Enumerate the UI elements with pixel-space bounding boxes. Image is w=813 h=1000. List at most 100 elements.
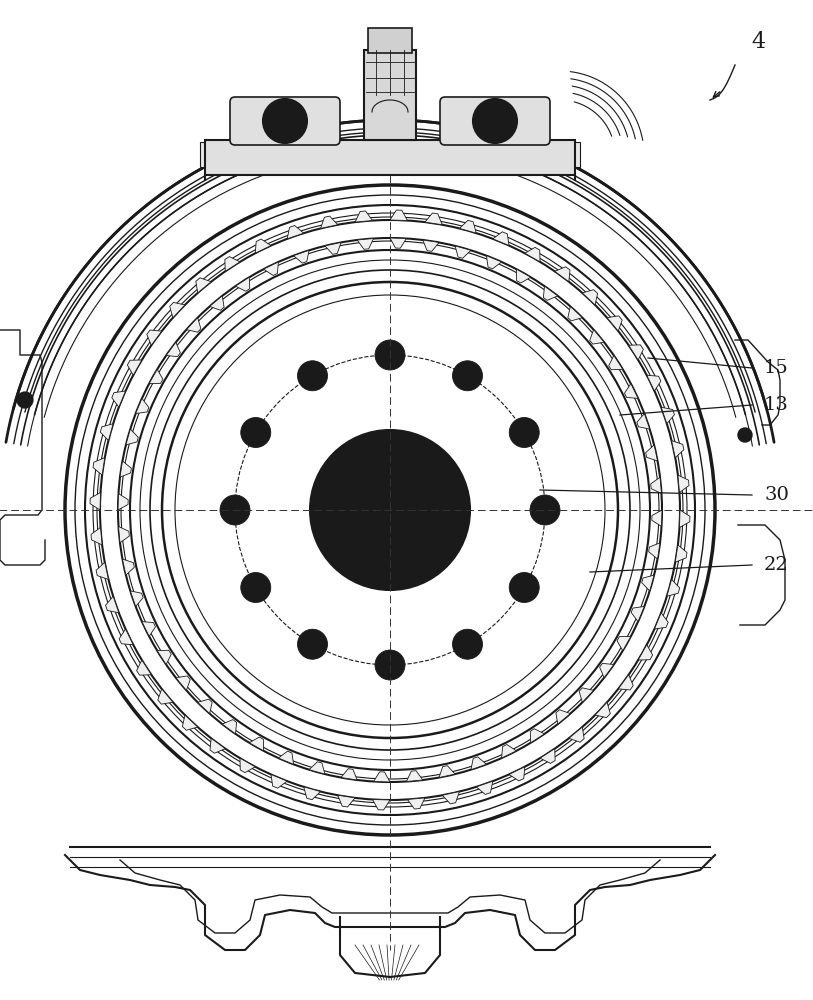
Circle shape <box>263 99 307 143</box>
Polygon shape <box>637 414 650 429</box>
Polygon shape <box>255 239 271 253</box>
Polygon shape <box>543 286 558 300</box>
Bar <box>550 142 580 167</box>
Polygon shape <box>198 699 212 714</box>
Polygon shape <box>355 211 372 222</box>
Polygon shape <box>641 575 654 591</box>
Polygon shape <box>476 781 493 794</box>
Circle shape <box>310 430 470 590</box>
Polygon shape <box>222 720 237 734</box>
Polygon shape <box>130 591 143 606</box>
Polygon shape <box>182 715 198 730</box>
Polygon shape <box>158 689 173 704</box>
Polygon shape <box>118 494 128 510</box>
Polygon shape <box>136 398 149 414</box>
Polygon shape <box>119 629 133 645</box>
Polygon shape <box>309 762 325 774</box>
Polygon shape <box>618 675 633 690</box>
Polygon shape <box>112 391 125 407</box>
Polygon shape <box>678 475 689 492</box>
Bar <box>364 50 416 140</box>
Polygon shape <box>595 702 611 718</box>
Circle shape <box>298 361 328 391</box>
FancyBboxPatch shape <box>205 140 575 175</box>
Polygon shape <box>176 676 190 690</box>
Bar <box>368 28 412 53</box>
Polygon shape <box>554 267 570 282</box>
Polygon shape <box>579 688 593 702</box>
Polygon shape <box>516 269 531 283</box>
Polygon shape <box>652 510 662 526</box>
Polygon shape <box>471 757 486 770</box>
Polygon shape <box>628 345 643 360</box>
Polygon shape <box>196 278 211 293</box>
Polygon shape <box>493 232 509 246</box>
Polygon shape <box>556 710 571 724</box>
Circle shape <box>220 495 250 525</box>
Polygon shape <box>509 767 524 781</box>
Text: 15: 15 <box>764 359 789 377</box>
FancyBboxPatch shape <box>230 97 340 145</box>
Polygon shape <box>119 526 129 543</box>
Polygon shape <box>667 579 680 596</box>
Polygon shape <box>157 650 172 665</box>
Polygon shape <box>524 247 540 262</box>
Circle shape <box>473 99 517 143</box>
Polygon shape <box>123 559 134 575</box>
Polygon shape <box>540 749 555 763</box>
Polygon shape <box>100 424 113 441</box>
Polygon shape <box>126 429 138 445</box>
Circle shape <box>530 495 560 525</box>
Circle shape <box>372 492 408 528</box>
Polygon shape <box>170 302 185 318</box>
Polygon shape <box>617 636 631 651</box>
Polygon shape <box>128 360 141 375</box>
Polygon shape <box>407 798 425 809</box>
Polygon shape <box>607 316 622 331</box>
Polygon shape <box>502 745 516 758</box>
Circle shape <box>453 361 482 391</box>
Polygon shape <box>676 545 687 562</box>
Text: 22: 22 <box>764 556 789 574</box>
Circle shape <box>241 572 271 602</box>
Polygon shape <box>293 250 309 263</box>
Polygon shape <box>287 226 304 239</box>
Circle shape <box>375 340 405 370</box>
Polygon shape <box>210 738 225 753</box>
Polygon shape <box>225 257 240 271</box>
Polygon shape <box>374 772 390 782</box>
Polygon shape <box>530 729 545 743</box>
Text: 4: 4 <box>751 31 765 53</box>
Polygon shape <box>423 240 439 251</box>
Polygon shape <box>569 727 585 742</box>
Polygon shape <box>439 766 455 778</box>
Circle shape <box>348 468 432 552</box>
Polygon shape <box>442 792 459 804</box>
Circle shape <box>738 428 752 442</box>
Polygon shape <box>142 622 155 636</box>
Circle shape <box>375 650 405 680</box>
Polygon shape <box>647 375 661 391</box>
Polygon shape <box>631 606 645 622</box>
Polygon shape <box>337 795 355 807</box>
Polygon shape <box>600 663 614 678</box>
Polygon shape <box>609 355 623 370</box>
Polygon shape <box>120 461 132 477</box>
Polygon shape <box>567 306 582 321</box>
Circle shape <box>17 392 33 408</box>
Polygon shape <box>271 774 287 788</box>
Polygon shape <box>90 492 101 510</box>
Polygon shape <box>672 441 684 458</box>
Polygon shape <box>406 771 423 782</box>
Circle shape <box>509 418 539 448</box>
Polygon shape <box>650 477 662 494</box>
Polygon shape <box>455 246 471 258</box>
Polygon shape <box>96 562 108 579</box>
Polygon shape <box>263 262 278 275</box>
Circle shape <box>509 572 539 602</box>
Polygon shape <box>589 330 604 344</box>
Circle shape <box>241 418 271 448</box>
Polygon shape <box>93 458 105 475</box>
Polygon shape <box>106 596 119 613</box>
Polygon shape <box>186 318 201 332</box>
